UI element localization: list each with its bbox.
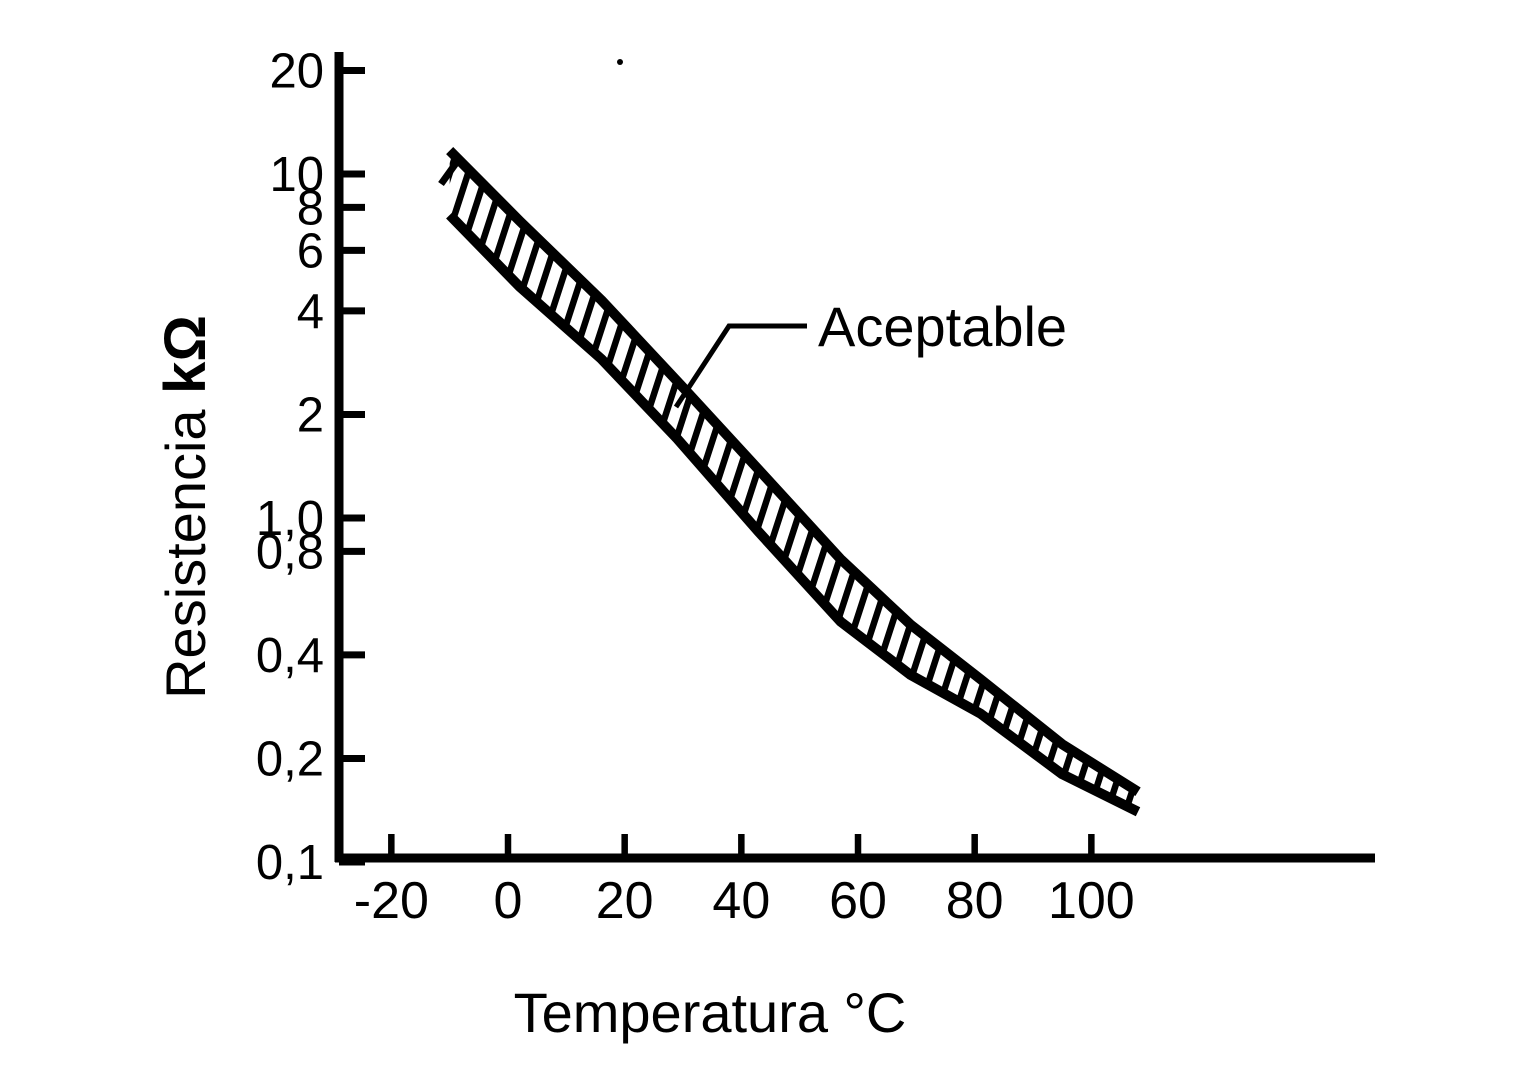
y-tick-label: 0,4 <box>256 629 324 683</box>
lower-limit-curve <box>446 211 1141 817</box>
y-tick-label: 10 <box>269 148 324 202</box>
x-axis-title: Temperatura °C <box>514 981 907 1044</box>
y-tick-label: 0,2 <box>256 732 324 786</box>
axes <box>334 52 1375 863</box>
x-tick-label: 0 <box>494 872 523 930</box>
annotation-callout: Aceptable <box>673 295 1067 409</box>
annotation-label: Aceptable <box>818 295 1067 358</box>
x-tick-label: 60 <box>829 872 887 930</box>
y-tick-label: 0,8 <box>256 525 324 579</box>
x-tick-label: 40 <box>712 872 770 930</box>
y-tick-label: 4 <box>297 285 324 339</box>
y-tick-label: 20 <box>269 44 324 98</box>
x-tick-label: -20 <box>354 872 429 930</box>
x-tick-label: 80 <box>946 872 1004 930</box>
y-tick-label: 1,0 <box>256 492 324 546</box>
y-tick-label: 8 <box>297 181 324 235</box>
y-tick-label: 0,1 <box>256 836 324 890</box>
y-tick-label: 6 <box>297 224 324 278</box>
x-tick-label: 100 <box>1048 872 1135 930</box>
tick-marks <box>339 66 1095 866</box>
band-start-hatch-overshoot <box>438 156 462 187</box>
acceptable-band <box>438 147 1141 817</box>
scan-speck-artifact <box>617 59 623 65</box>
x-tick-label: 20 <box>596 872 654 930</box>
upper-limit-curve <box>446 147 1141 797</box>
y-tick-label: 2 <box>297 388 324 442</box>
y-axis-title: Resistencia kΩ <box>153 315 218 699</box>
callout-leader-line <box>673 323 807 409</box>
